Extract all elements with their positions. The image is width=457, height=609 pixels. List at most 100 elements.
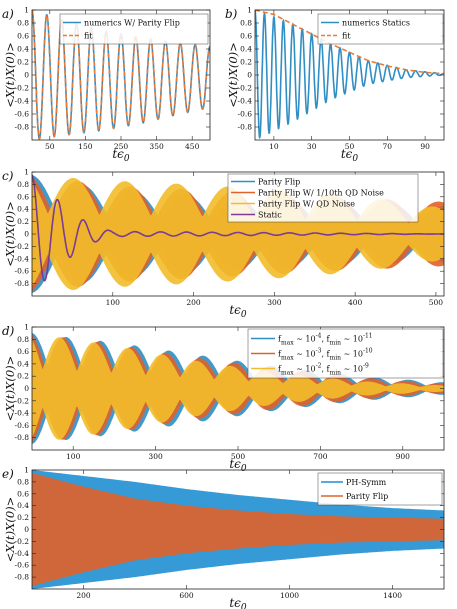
ytick-label-b: 0.8	[240, 19, 252, 28]
series-b-1	[255, 10, 444, 75]
legend-label-e: PH-Symm	[346, 478, 387, 487]
ytick-label-d: 0.4	[17, 359, 29, 368]
ytick-label-a: 0.4	[17, 45, 29, 54]
series-b-0	[255, 10, 444, 139]
ytick-label-d: -0.4	[15, 409, 30, 418]
ytick-label-c: -0.2	[15, 242, 30, 251]
xtick-label-e: 200	[76, 591, 91, 600]
legend-label-b: numerics Statics	[342, 18, 410, 27]
panel-label-e: e)	[2, 467, 14, 481]
legend-label-a: numerics W/ Parity Flip	[84, 18, 180, 27]
series-e-1	[32, 473, 444, 586]
legend-label-d: fmax ~ 10-4, fmin ~ 10-11	[278, 332, 373, 346]
legend-label-b: fit	[342, 31, 351, 40]
legend-label-c: Parity Flip W/ 1/10th QD Noise	[258, 188, 384, 197]
xtick-label-e: 1400	[383, 591, 402, 600]
panel-b: -0.8 -0.6 -0.4 -0.2 0 0.2 0.4 0.6 0.8 1 10 30 50 70 90…	[225, 6, 445, 164]
panel-label-a: a)	[2, 7, 14, 21]
ytick-label-a: -0.2	[15, 84, 30, 93]
ytick-label-e: 0	[24, 525, 29, 534]
ytick-label-b: 0.6	[240, 32, 252, 41]
xtick-label-c: 100	[106, 298, 121, 307]
series-d-2	[32, 337, 444, 440]
ytick-label-d: -0.2	[15, 396, 30, 405]
ylabel-d: <X(t)X(0)>	[3, 356, 17, 422]
xtick-label-c: 300	[267, 298, 282, 307]
ytick-label-a: -0.8	[15, 123, 30, 132]
ytick-label-b: -0.2	[238, 84, 253, 93]
xlabel-d: tϵ0	[229, 457, 247, 474]
panel-label-b: b)	[225, 7, 238, 21]
xtick-label-d: 300	[148, 452, 163, 461]
ytick-label-a: 0.8	[17, 19, 29, 28]
legend-label-a: fit	[84, 31, 93, 40]
ylabel-c: <X(t)X(0)>	[3, 201, 17, 267]
ytick-label-a: -0.4	[15, 97, 30, 106]
ytick-label-a: 0.2	[17, 58, 29, 67]
ytick-label-b: 0	[247, 71, 252, 80]
ytick-label-a: 0.6	[17, 32, 29, 41]
ytick-label-c: -0.6	[15, 267, 30, 276]
legend-label-c: Parity Flip W/ QD Noise	[258, 199, 355, 208]
legend-label-d: fmax ~ 10-3, fmin ~ 10-10	[278, 347, 373, 361]
xlabel-a: tϵ0	[112, 147, 130, 164]
xtick-label-c: 500	[429, 298, 444, 307]
legend-e: PH-Symm Parity Flip	[317, 472, 443, 506]
ytick-label-e: 0.2	[17, 513, 29, 522]
panel-label-d: d)	[2, 324, 15, 338]
ytick-label-e: 0.8	[17, 477, 29, 486]
ytick-label-c: -0.4	[15, 254, 30, 263]
ytick-label-e: 1	[24, 466, 29, 475]
legend-c: Parity Flip Parity Flip W/ 1/10th QD Nois…	[227, 173, 419, 223]
ytick-label-e: -0.2	[15, 537, 30, 546]
legend-box-e	[317, 472, 443, 506]
ytick-label-e: -0.8	[15, 573, 30, 582]
ytick-label-e: -0.6	[15, 561, 30, 570]
ytick-label-b: -0.4	[238, 97, 253, 106]
ytick-label-d: -0.6	[15, 421, 30, 430]
xtick-label-c: 400	[348, 298, 363, 307]
legend-box-c	[227, 173, 419, 223]
ytick-label-a: -0.6	[15, 110, 30, 119]
ytick-label-e: 0.4	[17, 501, 29, 510]
ytick-label-a: 0	[24, 71, 29, 80]
ytick-label-c: 1	[24, 168, 29, 177]
xtick-label-c: 200	[186, 298, 201, 307]
ytick-label-a: 1	[24, 6, 29, 15]
ytick-label-b: 0.4	[240, 45, 252, 54]
ytick-label-e: -0.4	[15, 549, 30, 558]
ytick-label-d: -0.8	[15, 433, 30, 442]
panel-e: -0.8 -0.6 -0.4 -0.2 0 0.2 0.4 0.6 0.8 1 200 600 1000…	[2, 466, 445, 609]
ytick-label-b: -0.6	[238, 110, 253, 119]
ytick-label-c: -0.8	[15, 279, 30, 288]
ytick-label-d: 0.2	[17, 372, 29, 381]
ytick-label-d: 0.6	[17, 347, 29, 356]
xtick-label-a: 250	[114, 142, 129, 151]
legend-label-c: Parity Flip	[258, 177, 300, 186]
xlabel-b: tϵ0	[341, 147, 359, 164]
xlabel-e: tϵ0	[229, 596, 247, 609]
ytick-label-b: -0.8	[238, 123, 253, 132]
xtick-label-a: 150	[78, 142, 93, 151]
panel-label-c: c)	[2, 169, 14, 183]
ylabel-b: <X(t)X(0)>	[226, 42, 240, 108]
plot-area-b	[255, 10, 444, 139]
legend-label-c: Static	[258, 210, 282, 219]
legend-label-e: Parity Flip	[346, 492, 388, 501]
legend-a: numerics W/ Parity Flip fit	[59, 13, 209, 45]
xtick-label-d: 900	[396, 452, 411, 461]
xtick-label-e: 1000	[280, 591, 299, 600]
ytick-label-d: 0	[24, 384, 29, 393]
panel-d: -0.8 -0.6 -0.4 -0.2 0 0.2 0.4 0.6 0.8 1 100 300 500 7…	[2, 323, 445, 474]
ytick-label-d: 1	[24, 323, 29, 332]
xtick-label-a: 50	[45, 142, 55, 151]
ytick-label-c: 0.6	[17, 192, 29, 201]
xtick-label-e: 600	[179, 591, 194, 600]
xtick-label-b: 90	[420, 142, 430, 151]
xtick-label-d: 100	[66, 452, 81, 461]
ylabel-a: <X(t)X(0)>	[3, 42, 17, 108]
xtick-label-d: 500	[231, 452, 246, 461]
xlabel-c: tϵ0	[229, 303, 247, 320]
